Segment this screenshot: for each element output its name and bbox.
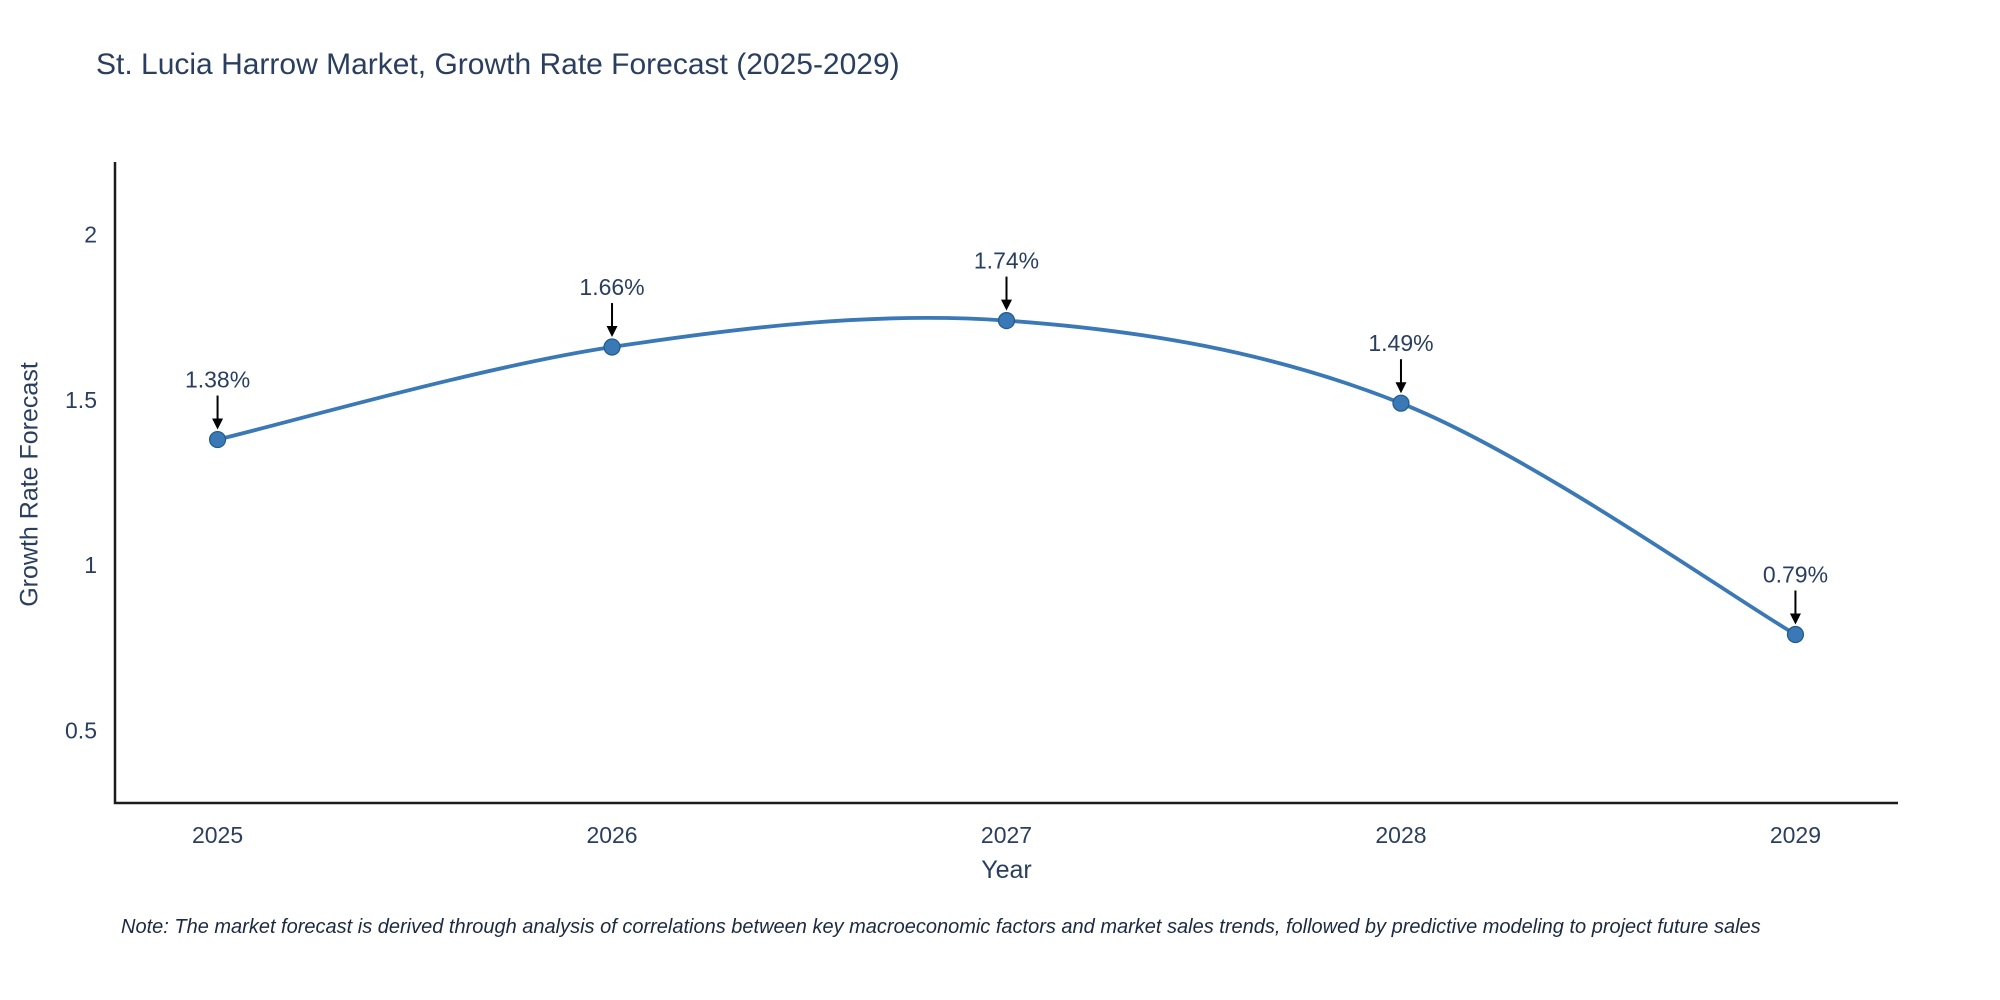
data-point-2028[interactable] [1392, 394, 1410, 412]
x-tick-label: 2029 [1770, 822, 1821, 848]
y-tick-label: 1 [84, 552, 97, 578]
annotation-label: 1.38% [185, 367, 250, 393]
annotation-arrow-head [1395, 382, 1407, 394]
data-point-2029[interactable] [1786, 625, 1805, 644]
data-point-2026[interactable] [603, 338, 621, 356]
annotation-label: 1.49% [1368, 330, 1433, 356]
x-axis-title: Year [981, 856, 1032, 884]
annotation-arrow-head [1789, 613, 1801, 625]
annotation-label: 1.66% [579, 274, 644, 300]
y-tick-label: 0.5 [65, 717, 97, 743]
x-tick-label: 2028 [1375, 822, 1426, 848]
x-tick-label: 2025 [192, 822, 243, 848]
chart-title: St. Lucia Harrow Market, Growth Rate For… [96, 48, 900, 81]
annotation-label: 1.74% [974, 248, 1039, 274]
data-point-2025[interactable] [208, 430, 227, 449]
forecast-line [215, 315, 1798, 637]
annotation-arrow-head [212, 418, 224, 430]
axis-lines [113, 162, 1898, 805]
x-tick-label: 2027 [981, 822, 1032, 848]
annotation-label: 0.79% [1763, 561, 1828, 587]
x-tick-label: 2026 [586, 822, 637, 848]
annotation-arrow-head [606, 326, 618, 338]
footnote: Note: The market forecast is derived thr… [121, 916, 1761, 938]
data-point-2027[interactable] [997, 311, 1016, 330]
annotation-arrow-head [1001, 299, 1012, 311]
y-tick-label: 1.5 [65, 387, 97, 413]
y-tick-label: 2 [84, 222, 97, 248]
